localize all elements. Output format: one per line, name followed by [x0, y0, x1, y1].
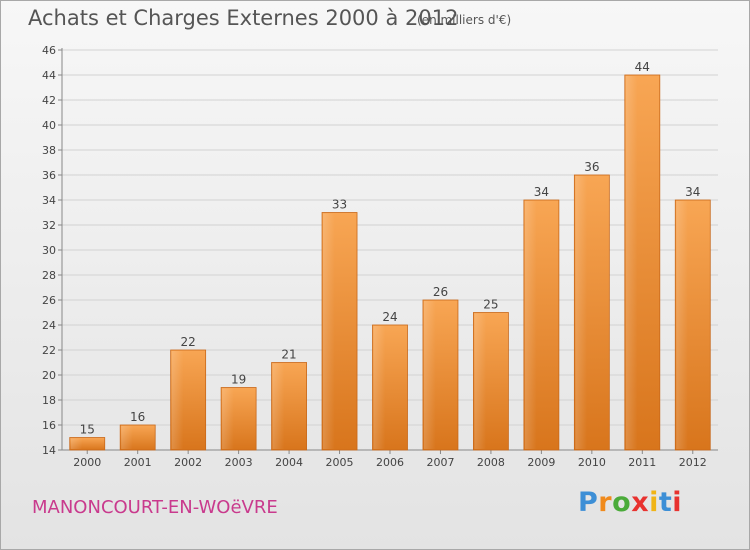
- y-tick-label: 46: [42, 44, 56, 57]
- x-tick-label: 2004: [275, 456, 303, 469]
- bar-value-label: 21: [281, 348, 296, 362]
- x-tick-label: 2003: [225, 456, 253, 469]
- y-tick-label: 38: [42, 144, 56, 157]
- bar-highlight: [524, 201, 537, 449]
- y-tick-label: 40: [42, 119, 56, 132]
- y-tick-label: 18: [42, 394, 56, 407]
- bar-value-label: 34: [685, 185, 700, 199]
- bar-value-label: 26: [433, 285, 448, 299]
- chart-subtitle: (en milliers d'€): [417, 13, 512, 27]
- location-name: MANONCOURT-EN-WOëVRE: [32, 497, 278, 518]
- y-tick-label: 14: [42, 444, 56, 457]
- y-tick-label: 26: [42, 294, 56, 307]
- x-tick-label: 2005: [326, 456, 354, 469]
- bar-highlight: [474, 313, 487, 449]
- y-tick-label: 32: [42, 219, 56, 232]
- x-tick-label: 2002: [174, 456, 202, 469]
- bar-highlight: [625, 76, 638, 449]
- y-tick-label: 36: [42, 169, 56, 182]
- x-tick-label: 2001: [124, 456, 152, 469]
- brand-letter: P: [578, 487, 599, 518]
- bar-highlight: [323, 213, 335, 449]
- bar-value-label: 44: [635, 60, 650, 74]
- y-tick-label: 20: [42, 369, 56, 382]
- x-tick-label: 2008: [477, 456, 505, 469]
- y-tick-label: 24: [42, 319, 56, 332]
- x-tick-label: 2007: [426, 456, 454, 469]
- x-tick-label: 2012: [679, 456, 707, 469]
- y-tick-label: 42: [42, 94, 56, 107]
- bar-highlight: [272, 363, 285, 449]
- bar-highlight: [423, 301, 436, 449]
- bar-highlight: [70, 438, 83, 449]
- y-tick-label: 22: [42, 344, 56, 357]
- y-tick-label: 28: [42, 269, 56, 282]
- x-tick-label: 2000: [73, 456, 101, 469]
- bar-value-label: 36: [584, 160, 599, 174]
- bar-value-label: 34: [534, 185, 549, 199]
- bar-highlight: [121, 426, 133, 449]
- brand-letter: t: [658, 487, 673, 518]
- bar-highlight: [171, 351, 184, 449]
- x-tick-label: 2009: [527, 456, 555, 469]
- x-tick-label: 2011: [628, 456, 656, 469]
- chart-title: Achats et Charges Externes 2000 à 2012: [28, 6, 459, 30]
- bar-value-label: 16: [130, 410, 145, 424]
- brand-letter: i: [672, 487, 683, 518]
- bar-value-label: 19: [231, 373, 246, 387]
- x-tick-label: 2006: [376, 456, 404, 469]
- brand-letter: i: [649, 487, 659, 518]
- bar-value-label: 33: [332, 198, 347, 212]
- bar-value-label: 15: [80, 423, 95, 437]
- bar-highlight: [676, 201, 688, 449]
- y-tick-label: 30: [42, 244, 56, 257]
- brand-letter: x: [631, 487, 650, 518]
- y-tick-label: 44: [42, 69, 56, 82]
- bar-highlight: [222, 388, 234, 449]
- bar-highlight: [575, 176, 588, 449]
- x-tick-label: 2010: [578, 456, 606, 469]
- brand-letter: o: [612, 487, 632, 518]
- bar-highlight: [373, 326, 386, 449]
- bar-value-label: 25: [483, 298, 498, 312]
- bar-value-label: 22: [181, 335, 196, 349]
- bar-value-label: 24: [382, 310, 397, 324]
- y-tick-label: 34: [42, 194, 56, 207]
- brand-letter: r: [598, 487, 613, 518]
- proxiti-logo[interactable]: Proxiti: [578, 487, 682, 518]
- y-tick-label: 16: [42, 419, 56, 432]
